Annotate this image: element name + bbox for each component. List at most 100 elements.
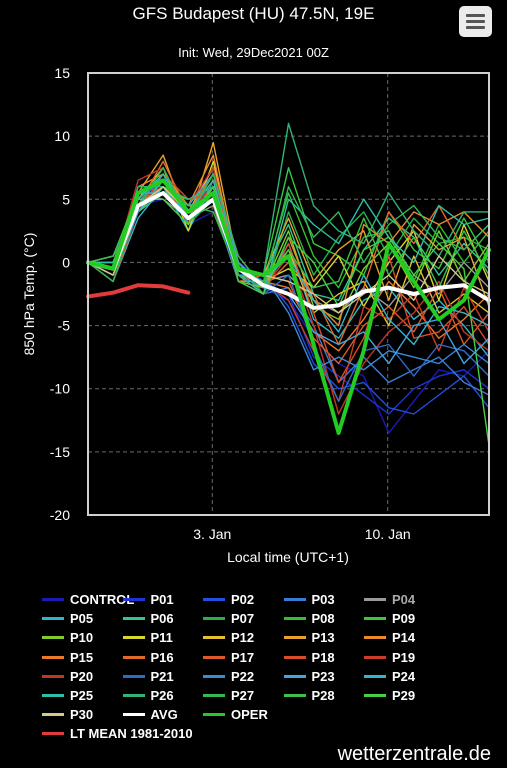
legend-label: P21 [150,668,174,684]
y-tick-label: 0 [62,254,70,270]
legend-label: P27 [231,688,255,704]
legend-label: P26 [150,688,174,704]
legend-item[interactable]: P26 [122,688,204,704]
lt-mean-line [86,283,191,299]
legend-item[interactable]: P24 [364,669,445,684]
legend-label: P12 [231,630,255,646]
legend-item[interactable]: P15 [42,650,123,665]
legend-item[interactable]: P25 [42,688,123,703]
legend-item[interactable]: P11 [122,630,204,646]
legend-label: P20 [70,668,94,684]
legend-swatch [42,598,64,602]
x-tick-label: 10. Jan [365,526,411,542]
legend-item[interactable]: P22 [203,669,284,684]
legend-item[interactable]: P29 [364,688,445,703]
legend-label: P02 [231,592,255,608]
legend-swatch [283,655,306,659]
legend-swatch [364,636,386,640]
y-tick-label: 15 [54,65,70,81]
legend-swatch [42,674,64,678]
series-line-p27 [87,166,490,289]
legend-item[interactable]: P16 [122,649,204,665]
legend-label: P13 [311,630,335,646]
chart-subtitle: Init: Wed, 29Dec2021 00Z [178,45,329,60]
y-tick-label: -20 [50,507,70,523]
y-tick-label: -15 [50,444,70,460]
hamburger-menu-icon[interactable] [459,6,492,37]
legend-swatch [203,674,225,678]
legend-swatch [283,636,306,640]
legend-item[interactable]: P12 [203,630,284,645]
legend-item[interactable]: P30 [42,707,123,722]
legend-swatch [122,655,145,659]
axis-layer: 15 10 5 0 -5 -10 -15 -20 3. Jan 10. Jan [50,65,411,542]
legend-label: P23 [311,668,335,684]
legend-item[interactable]: P17 [203,650,284,665]
legend-item[interactable]: P03 [283,592,365,608]
legend-swatch [283,694,306,698]
legend-label: P22 [231,668,255,684]
legend-item[interactable]: P23 [283,668,365,684]
legend-label: P16 [150,649,174,665]
legend-item[interactable]: P21 [122,668,204,684]
legend-label: P11 [150,630,173,646]
legend-label: P01 [150,592,174,608]
legend-swatch [203,598,225,602]
legend-item[interactable]: P09 [364,611,445,626]
legend-item[interactable]: P20 [42,669,123,684]
legend-row: P15 P16 P17 P18 P19 [42,648,492,667]
series-line-p13 [87,141,490,308]
legend-label: P04 [392,592,416,608]
series-line-p08 [87,179,490,289]
legend-item[interactable]: P05 [42,611,123,626]
y-tick-label: 5 [62,191,70,207]
legend-label: P15 [70,649,94,665]
legend-item[interactable]: P18 [283,649,365,665]
legend-swatch [42,636,64,640]
legend-swatch [364,694,386,698]
credit: wetterzentrale.de [337,743,491,765]
legend-item[interactable]: LT MEAN 1981-2010 [42,726,292,741]
oper-line [86,178,491,435]
legend-label: P09 [392,611,416,627]
legend-swatch [364,617,386,621]
legend-item[interactable]: P04 [364,592,445,607]
legend-row: P05 P06 P07 P08 P09 [42,609,492,628]
legend-swatch [364,598,386,602]
legend-swatch [42,617,64,621]
legend-label: P03 [311,592,335,608]
legend-item[interactable]: P27 [203,688,284,703]
legend-item[interactable]: AVG [122,707,204,722]
legend-item[interactable]: P19 [364,650,445,665]
legend-label: P18 [311,649,335,665]
legend-item[interactable]: OPER [203,707,284,722]
legend-label: LT MEAN 1981-2010 [70,726,193,742]
legend-item[interactable]: P08 [283,611,365,626]
legend-item[interactable]: P14 [364,630,445,645]
legend-item[interactable]: P13 [283,630,365,646]
series-line-p30 [87,185,490,314]
legend-item[interactable]: P02 [203,592,284,607]
legend-row: LT MEAN 1981-2010 [42,724,492,743]
y-tick-label: -10 [50,381,70,397]
legend-swatch [364,655,386,659]
legend-swatch [42,732,64,736]
y-axis-label: 850 hPa Temp. (°C) [21,233,37,356]
legend-item[interactable]: P07 [203,611,284,626]
legend-label: P14 [392,630,416,646]
legend-item[interactable]: P01 [122,592,204,608]
legend-swatch [283,674,306,678]
legend-label: OPER [231,707,268,723]
legend-item[interactable]: P10 [42,630,123,645]
legend-swatch [122,713,145,717]
legend-label: P24 [392,668,416,684]
legend-swatch [203,617,225,621]
legend-item[interactable]: P28 [283,688,365,704]
legend-item[interactable]: CONTROL [42,592,134,607]
legend-label: P05 [70,611,94,627]
legend-swatch [42,694,64,698]
legend-label: P28 [311,688,335,704]
legend-label: CONTROL [70,592,135,608]
legend-item[interactable]: P06 [122,611,204,626]
legend-row: P10 P11 P12 P13 P14 [42,628,492,647]
